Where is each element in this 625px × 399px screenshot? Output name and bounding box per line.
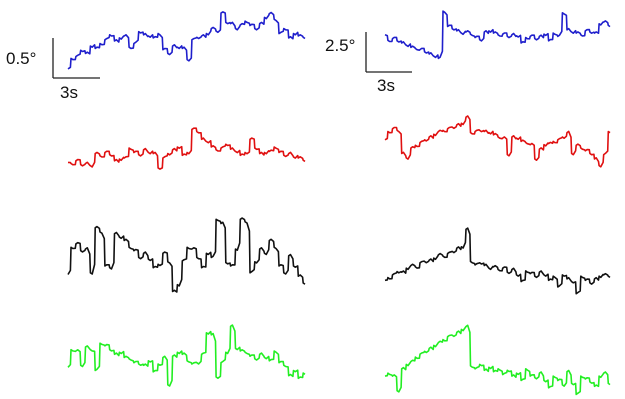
left-scale-bar-vertical-label: 0.5° — [6, 49, 36, 68]
left-traces — [67, 11, 306, 387]
right-scale-bar-horizontal-label: 3s — [377, 76, 395, 95]
right-traces — [384, 10, 611, 396]
left-trace-4 — [67, 324, 306, 387]
left-trace-1 — [67, 11, 306, 70]
right-trace-4 — [384, 324, 611, 396]
right-trace-2 — [384, 115, 611, 168]
left-trace-2 — [67, 127, 306, 170]
right-scale-bar-vertical-label: 2.5° — [325, 36, 355, 55]
right-trace-3 — [384, 227, 611, 295]
left-scale-bar-horizontal-label: 3s — [60, 83, 78, 102]
left-trace-3 — [67, 217, 306, 293]
left-scale-bar: 0.5° 3s — [6, 38, 100, 102]
right-trace-1 — [384, 10, 611, 60]
right-scale-bar: 2.5° 3s — [325, 32, 412, 95]
